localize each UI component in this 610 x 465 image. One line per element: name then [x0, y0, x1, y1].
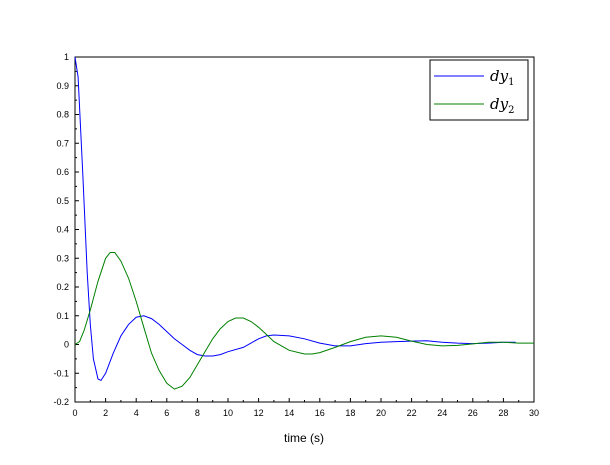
x-axis-label: time (s) — [284, 431, 324, 445]
x-tick-label: 24 — [437, 408, 447, 418]
y-tick-label: 0.4 — [56, 225, 69, 235]
y-tick-label: 0.7 — [56, 138, 69, 148]
x-tick-label: 16 — [315, 408, 325, 418]
series-line-dy2 — [74, 252, 534, 390]
y-tick-label: 0.8 — [56, 110, 69, 120]
y-tick-label: 0.3 — [56, 253, 69, 263]
x-tick-label: 22 — [407, 408, 417, 418]
series-line-dy1 — [74, 56, 516, 382]
y-tick-label: -0.1 — [53, 368, 69, 378]
legend-label-dy1: dy1 — [490, 67, 514, 88]
x-tick-label: 0 — [72, 408, 77, 418]
x-tick-label: 2 — [103, 408, 108, 418]
x-tick-label: 18 — [345, 408, 355, 418]
y-tick-label: 0.2 — [56, 282, 69, 292]
y-tick-label: 1 — [64, 52, 69, 62]
y-tick-label: 0.6 — [56, 167, 69, 177]
x-tick-label: 10 — [223, 408, 233, 418]
y-tick-label: 0.9 — [56, 81, 69, 91]
legend-label-dy2: dy2 — [490, 95, 514, 116]
legend: dy1 dy2 — [429, 59, 529, 121]
x-tick-label: 12 — [254, 408, 264, 418]
x-tick-label: 20 — [376, 408, 386, 418]
y-tick-label: -0.2 — [53, 397, 69, 407]
y-tick-label: 0 — [64, 340, 69, 350]
y-tick-label: 0.1 — [56, 311, 69, 321]
x-tick-label: 6 — [164, 408, 169, 418]
x-tick-label: 4 — [134, 408, 139, 418]
y-tick-label: 0.5 — [56, 196, 69, 206]
x-tick-label: 28 — [498, 408, 508, 418]
x-tick-label: 14 — [284, 408, 294, 418]
x-tick-label: 8 — [195, 408, 200, 418]
x-tick-label: 26 — [468, 408, 478, 418]
x-tick-label: 30 — [529, 408, 539, 418]
legend-box — [429, 59, 529, 121]
